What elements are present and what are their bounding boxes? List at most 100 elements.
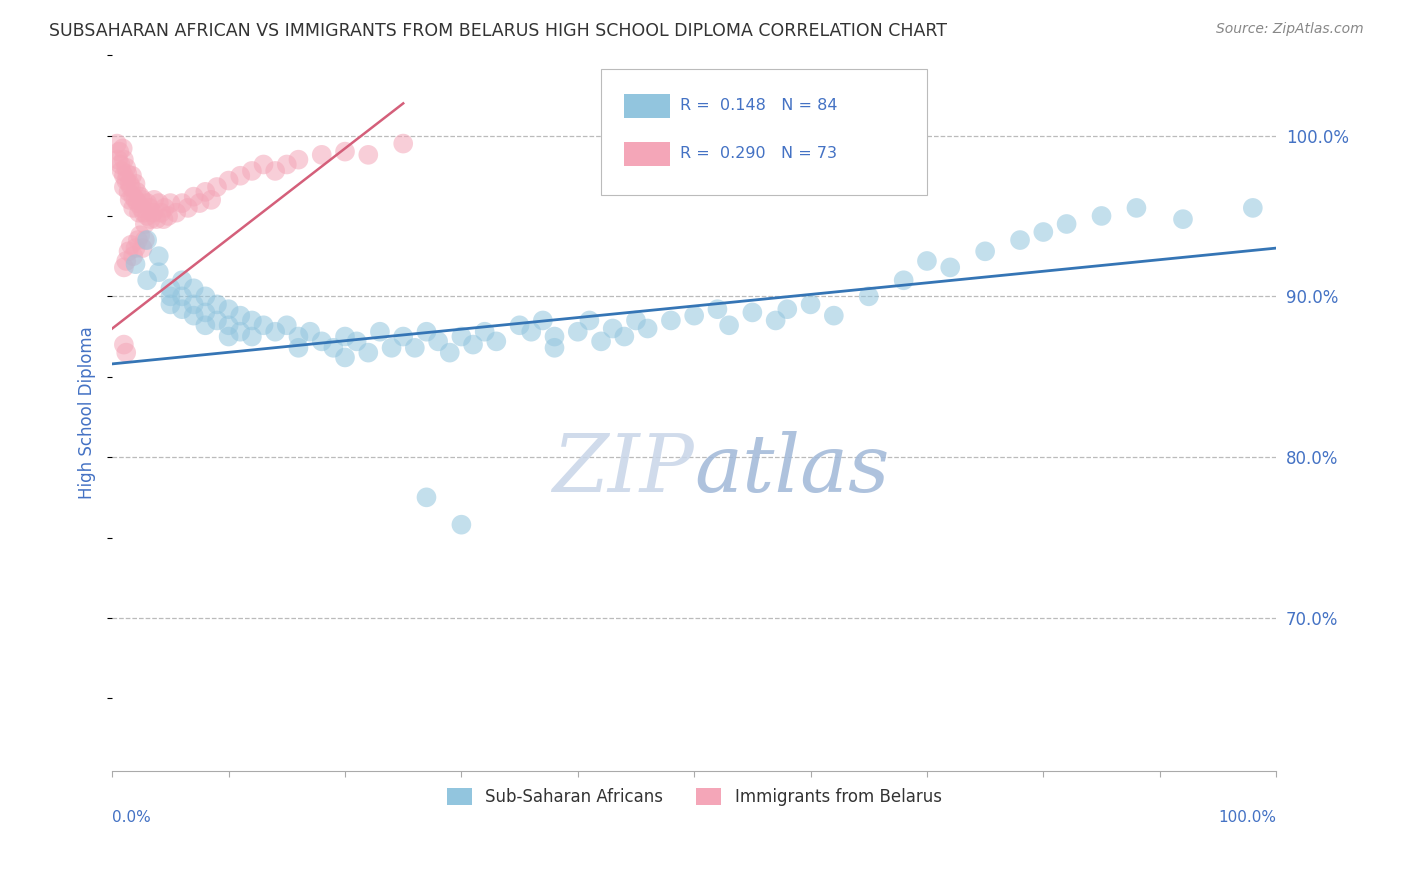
Point xyxy=(264,325,287,339)
Point xyxy=(153,201,176,215)
Point xyxy=(105,136,128,151)
Point xyxy=(427,334,450,349)
Point xyxy=(415,325,437,339)
Point xyxy=(115,345,138,359)
Point xyxy=(117,167,139,181)
Point xyxy=(276,318,298,333)
Point xyxy=(159,289,181,303)
Point xyxy=(520,325,543,339)
Point xyxy=(131,241,153,255)
Point xyxy=(122,201,145,215)
Point xyxy=(240,329,263,343)
Point xyxy=(127,196,149,211)
Point xyxy=(218,318,240,333)
Legend: Sub-Saharan Africans, Immigrants from Belarus: Sub-Saharan Africans, Immigrants from Be… xyxy=(440,781,948,813)
Text: ZIP: ZIP xyxy=(553,432,695,509)
Point xyxy=(127,233,149,247)
Point xyxy=(1008,233,1031,247)
Point xyxy=(152,212,174,227)
FancyBboxPatch shape xyxy=(624,142,669,166)
Point xyxy=(1056,217,1078,231)
Point xyxy=(136,233,159,247)
Point xyxy=(858,289,880,303)
Text: R =  0.290   N = 73: R = 0.290 N = 73 xyxy=(681,146,837,161)
Point xyxy=(148,249,170,263)
Point xyxy=(139,212,162,227)
Point xyxy=(1241,201,1264,215)
Point xyxy=(183,309,205,323)
Point xyxy=(112,337,135,351)
Point xyxy=(124,257,146,271)
Point xyxy=(974,244,997,259)
Point xyxy=(450,329,472,343)
Point xyxy=(128,205,150,219)
Point xyxy=(115,173,138,187)
Point xyxy=(276,157,298,171)
Point xyxy=(683,309,706,323)
Point xyxy=(205,297,228,311)
Point xyxy=(1032,225,1054,239)
Point xyxy=(718,318,741,333)
Point xyxy=(157,209,180,223)
Point xyxy=(132,205,155,219)
Point xyxy=(112,169,135,183)
Point xyxy=(404,341,426,355)
Point xyxy=(333,145,356,159)
Point xyxy=(107,153,129,167)
Point xyxy=(129,228,152,243)
Point xyxy=(117,244,139,259)
Point xyxy=(124,177,146,191)
Point xyxy=(765,313,787,327)
Point xyxy=(287,341,309,355)
Point xyxy=(776,302,799,317)
Text: 0.0%: 0.0% xyxy=(112,810,150,825)
Point xyxy=(121,169,143,183)
Point xyxy=(136,273,159,287)
Point xyxy=(122,189,145,203)
Point xyxy=(531,313,554,327)
Point xyxy=(357,345,380,359)
Point xyxy=(218,302,240,317)
Point xyxy=(145,212,167,227)
Point xyxy=(124,193,146,207)
Point xyxy=(129,189,152,203)
Point xyxy=(602,321,624,335)
Point xyxy=(165,205,187,219)
Point xyxy=(461,337,484,351)
Point xyxy=(205,313,228,327)
Point xyxy=(183,281,205,295)
Point xyxy=(450,517,472,532)
Point xyxy=(148,196,170,211)
Point xyxy=(124,241,146,255)
Point xyxy=(543,341,565,355)
Point xyxy=(311,148,333,162)
Point xyxy=(578,313,600,327)
Point xyxy=(311,334,333,349)
Point xyxy=(118,193,141,207)
Point xyxy=(117,185,139,199)
Point xyxy=(136,196,159,211)
Point xyxy=(112,260,135,275)
Point xyxy=(368,325,391,339)
Text: Source: ZipAtlas.com: Source: ZipAtlas.com xyxy=(1216,22,1364,37)
Point xyxy=(567,325,589,339)
Point xyxy=(177,201,200,215)
Point xyxy=(706,302,728,317)
Point xyxy=(108,145,131,159)
Point xyxy=(823,309,845,323)
Point xyxy=(115,161,138,175)
Point xyxy=(915,254,938,268)
Point xyxy=(188,196,211,211)
Point xyxy=(150,205,173,219)
Point xyxy=(110,157,132,171)
Point xyxy=(122,249,145,263)
Point xyxy=(380,341,402,355)
FancyBboxPatch shape xyxy=(624,94,669,118)
Point xyxy=(252,318,274,333)
Point xyxy=(543,329,565,343)
Point xyxy=(134,233,156,247)
Point xyxy=(939,260,962,275)
Point xyxy=(287,153,309,167)
Point xyxy=(392,136,415,151)
Point xyxy=(170,302,193,317)
